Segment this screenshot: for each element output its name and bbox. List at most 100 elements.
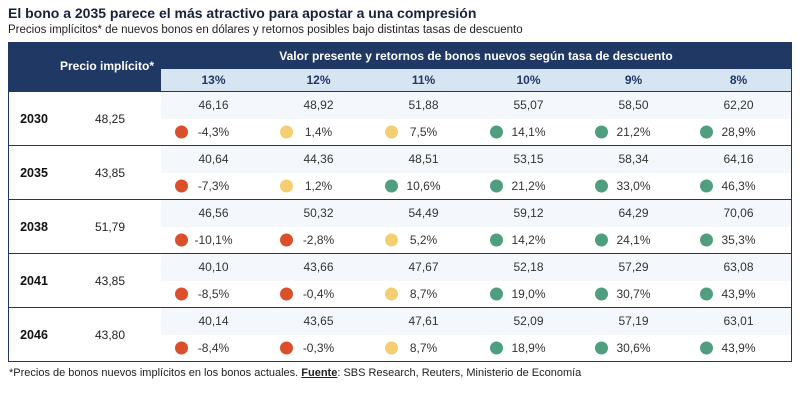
table-header: Precio implícito* Valor presente y retor… — [9, 43, 791, 91]
return-dot-icon — [385, 125, 398, 139]
return-dot-icon — [175, 233, 188, 247]
footnote: *Precios de bonos nuevos implícitos en l… — [8, 367, 792, 379]
return-cell: 21,2% — [476, 173, 581, 200]
return-value: 7,5% — [409, 124, 438, 139]
return-value: -8,5% — [197, 286, 230, 301]
present-values-row: 40,10 43,66 47,67 52,18 57,29 63,08 — [161, 254, 791, 281]
return-cell: 46,3% — [686, 173, 791, 200]
return-cell: 33,0% — [581, 173, 686, 200]
row-data: 40,64 44,36 48,51 53,15 58,34 64,16 -7,3… — [161, 146, 791, 199]
price-cell: 43,85 — [94, 273, 126, 288]
return-dot-icon — [385, 287, 398, 301]
return-cell: 7,5% — [371, 119, 476, 146]
present-value: 53,15 — [513, 152, 544, 167]
returns-row: -8,4% -0,3% 8,7% 18,9% 30,6% 43,9% — [161, 335, 791, 362]
year-cell: 2046 — [20, 327, 48, 342]
present-values-row: 40,64 44,36 48,51 53,15 58,34 64,16 — [161, 146, 791, 173]
return-dot-icon — [385, 179, 398, 193]
present-value: 46,16 — [198, 98, 229, 113]
source-text: : SBS Research, Reuters, Ministerio de E… — [337, 367, 582, 379]
return-cell: -2,8% — [266, 227, 371, 254]
price-cell: 48,25 — [94, 111, 126, 126]
present-value: 70,06 — [723, 206, 754, 221]
return-dot-icon — [700, 233, 713, 247]
return-dot-icon — [595, 233, 608, 247]
present-value: 52,18 — [513, 260, 544, 275]
return-value: 28,9% — [721, 124, 756, 139]
return-dot-icon — [280, 341, 293, 355]
return-dot-icon — [595, 125, 608, 139]
footnote-text: *Precios de bonos nuevos implícitos en l… — [9, 367, 302, 379]
return-value: -10,1% — [194, 232, 233, 247]
year-cell: 2030 — [20, 111, 48, 126]
return-value: 1,4% — [304, 124, 333, 139]
return-cell: 43,9% — [686, 281, 791, 308]
return-cell: -10,1% — [161, 227, 266, 254]
return-value: 8,7% — [409, 286, 438, 301]
present-value: 40,64 — [198, 152, 229, 167]
present-value: 63,01 — [723, 314, 754, 329]
table-row: 2046 43,80 40,14 43,65 47,61 52,09 57,19… — [9, 307, 791, 361]
return-dot-icon — [700, 125, 713, 139]
present-value: 58,50 — [618, 98, 649, 113]
return-dot-icon — [175, 125, 188, 139]
year-cell: 2035 — [20, 165, 48, 180]
present-value: 43,66 — [303, 260, 334, 275]
return-cell: 35,3% — [686, 227, 791, 254]
present-value: 57,19 — [618, 314, 649, 329]
table-row: 2041 43,85 40,10 43,66 47,67 52,18 57,29… — [9, 253, 791, 307]
return-cell: 19,0% — [476, 281, 581, 308]
return-value: 24,1% — [616, 232, 651, 247]
return-dot-icon — [175, 179, 188, 193]
returns-row: -8,5% -0,4% 8,7% 19,0% 30,7% 43,9% — [161, 281, 791, 308]
return-value: 1,2% — [304, 178, 333, 193]
return-dot-icon — [700, 287, 713, 301]
return-value: 33,0% — [616, 178, 651, 193]
return-dot-icon — [490, 179, 503, 193]
return-value: 46,3% — [721, 178, 756, 193]
rate-header-9: 9% — [624, 73, 643, 87]
return-cell: 10,6% — [371, 173, 476, 200]
return-dot-icon — [595, 179, 608, 193]
return-dot-icon — [490, 287, 503, 301]
return-value: 14,1% — [511, 124, 546, 139]
return-dot-icon — [700, 341, 713, 355]
rate-header-11: 11% — [411, 73, 436, 87]
table-row: 2035 43,85 40,64 44,36 48,51 53,15 58,34… — [9, 145, 791, 199]
return-cell: -4,3% — [161, 119, 266, 146]
page-subtitle: Precios implícitos* de nuevos bonos en d… — [8, 24, 523, 36]
present-value: 40,10 — [198, 260, 229, 275]
precio-implicito-header: Precio implícito* — [59, 59, 155, 74]
return-value: 30,7% — [616, 286, 651, 301]
return-value: -2,8% — [302, 232, 335, 247]
return-cell: 8,7% — [371, 335, 476, 362]
price-cell: 51,79 — [94, 219, 126, 234]
present-value: 57,29 — [618, 260, 649, 275]
header-left: Precio implícito* — [9, 43, 161, 91]
present-value: 54,49 — [408, 206, 439, 221]
present-value: 63,08 — [723, 260, 754, 275]
present-value: 62,20 — [723, 98, 754, 113]
return-value: 19,0% — [511, 286, 546, 301]
page-title: El bono a 2035 parece el más atractivo p… — [8, 5, 477, 21]
returns-row: -4,3% 1,4% 7,5% 14,1% 21,2% 28,9% — [161, 119, 791, 146]
present-value: 59,12 — [513, 206, 544, 221]
return-dot-icon — [595, 287, 608, 301]
return-cell: -0,3% — [266, 335, 371, 362]
present-values-row: 46,16 48,92 51,88 55,07 58,50 62,20 — [161, 92, 791, 119]
year-cell: 2041 — [20, 273, 48, 288]
return-dot-icon — [280, 287, 293, 301]
return-cell: 43,9% — [686, 335, 791, 362]
present-value: 58,34 — [618, 152, 649, 167]
return-cell: 14,1% — [476, 119, 581, 146]
return-value: -0,4% — [302, 286, 335, 301]
return-value: 30,6% — [616, 340, 651, 355]
present-value: 40,14 — [198, 314, 229, 329]
return-value: -8,4% — [197, 340, 230, 355]
return-dot-icon — [175, 341, 188, 355]
present-value: 50,32 — [303, 206, 334, 221]
rate-header-10: 10% — [516, 73, 541, 87]
return-cell: 24,1% — [581, 227, 686, 254]
source-label: Fuente — [301, 367, 338, 379]
year-column-header — [9, 43, 59, 91]
